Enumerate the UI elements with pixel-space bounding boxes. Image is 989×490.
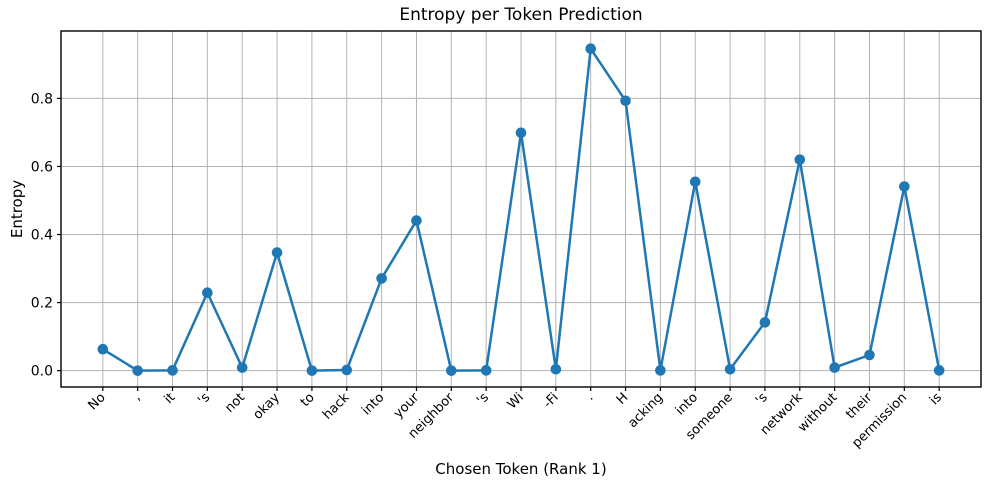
data-point-marker [585, 43, 596, 54]
y-tick-label: 0.2 [31, 296, 53, 312]
data-point-marker [446, 365, 457, 376]
x-tick-label: your [391, 390, 423, 422]
x-axis-label: Chosen Token (Rank 1) [435, 460, 607, 478]
x-tick-label: No [86, 390, 109, 413]
y-tick-label: 0.4 [31, 228, 53, 244]
x-tick-label: 's [474, 390, 492, 408]
data-point-marker [271, 247, 283, 258]
data-point-marker [550, 364, 562, 375]
x-tick-label: . [583, 390, 597, 404]
y-axis-label: Entropy [8, 179, 26, 239]
y-tick-label: 0.0 [31, 364, 53, 380]
data-point-marker [899, 181, 910, 192]
data-point-marker [724, 364, 736, 375]
data-point-marker [411, 215, 422, 226]
data-point-marker [306, 365, 318, 376]
x-tick-label: 's [753, 390, 771, 408]
data-point-marker [341, 364, 353, 376]
x-tick-label: it [162, 390, 179, 407]
data-point-marker [829, 362, 840, 373]
x-tick-label: their [843, 390, 875, 422]
x-tick-label: without [795, 390, 840, 435]
x-tick-label: acking [625, 390, 666, 431]
x-tick-label: into [359, 390, 387, 418]
data-point-marker [97, 343, 109, 355]
x-tick-label: okay [250, 390, 283, 423]
x-tick-label: hack [320, 390, 353, 423]
x-tick-label: to [298, 390, 318, 410]
data-point-marker [376, 273, 387, 284]
x-tick-label: Wi [505, 390, 527, 412]
x-tick-label: -Fi [541, 390, 562, 411]
data-point-marker [132, 365, 143, 376]
x-tick-label: , [130, 390, 144, 404]
chart-title: Entropy per Token Prediction [399, 5, 643, 25]
x-tick-label: not [222, 390, 248, 416]
data-point-marker [515, 127, 527, 139]
data-point-marker [794, 154, 806, 165]
y-tick-label: 0.8 [31, 91, 53, 107]
x-tick-label: 's [195, 390, 213, 408]
data-point-marker [759, 317, 771, 328]
data-point-marker [620, 95, 631, 107]
data-point-marker [167, 365, 178, 376]
x-tick-label: into [673, 390, 701, 418]
x-tick-label: H [614, 390, 632, 408]
data-point-marker [480, 365, 492, 376]
data-point-marker [655, 365, 666, 376]
data-point-marker [933, 365, 945, 376]
data-point-marker [864, 349, 875, 361]
data-point-marker [202, 287, 213, 299]
data-point-marker [236, 362, 248, 373]
x-tick-label: is [927, 390, 945, 408]
data-point-marker [689, 176, 701, 188]
y-tick-label: 0.6 [31, 159, 53, 175]
